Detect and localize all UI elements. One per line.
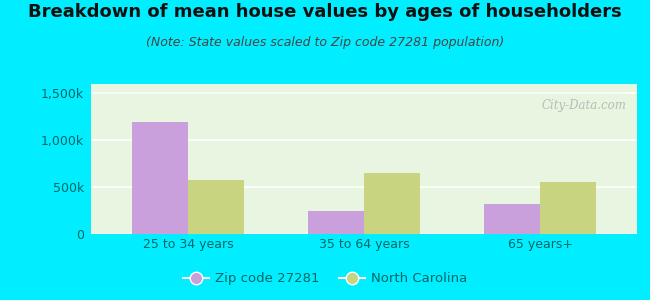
- Bar: [307, 211, 364, 234]
- Bar: [188, 180, 244, 234]
- Text: (Note: State values scaled to Zip code 27281 population): (Note: State values scaled to Zip code 2…: [146, 36, 504, 49]
- Bar: [131, 122, 188, 234]
- Bar: [484, 204, 540, 234]
- Text: City-Data.com: City-Data.com: [541, 99, 626, 112]
- Text: Breakdown of mean house values by ages of householders: Breakdown of mean house values by ages o…: [28, 3, 622, 21]
- Legend: Zip code 27281, North Carolina: Zip code 27281, North Carolina: [178, 267, 472, 290]
- Bar: [364, 173, 421, 234]
- Bar: [540, 182, 597, 234]
